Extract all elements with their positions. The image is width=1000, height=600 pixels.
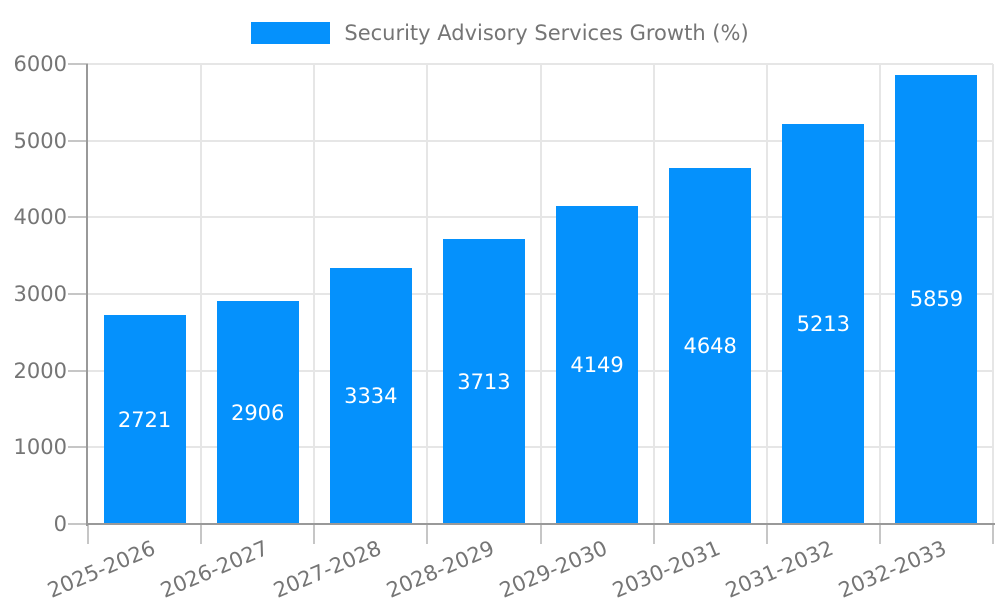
bar-2032-2033: 5859 bbox=[895, 74, 978, 524]
bar-2028-2029: 3713 bbox=[442, 239, 525, 524]
gridline-vertical bbox=[426, 64, 429, 524]
bar-value-label: 4149 bbox=[570, 352, 624, 377]
y-tick-mark bbox=[68, 369, 88, 372]
x-tick-mark bbox=[878, 524, 881, 544]
y-tick-mark bbox=[68, 523, 88, 525]
legend: Security Advisory Services Growth (%) bbox=[0, 20, 1000, 46]
y-tick-mark bbox=[68, 446, 88, 449]
bar-value-label: 4648 bbox=[683, 333, 737, 358]
y-tick-label: 2000 bbox=[13, 358, 67, 383]
x-tick-mark bbox=[200, 524, 203, 544]
y-tick-mark bbox=[68, 293, 88, 295]
gridline-vertical bbox=[765, 64, 768, 524]
gridline-vertical bbox=[878, 64, 881, 524]
bar-value-label: 3334 bbox=[344, 384, 398, 409]
gridline-vertical bbox=[652, 64, 655, 524]
bar-value-label: 5213 bbox=[796, 312, 851, 337]
bar-2026-2027: 2906 bbox=[216, 301, 299, 524]
y-axis-line bbox=[86, 64, 88, 526]
legend-swatch bbox=[251, 22, 331, 44]
gridline-vertical bbox=[992, 64, 994, 524]
x-tick-mark bbox=[313, 524, 316, 544]
bar-value-label: 2721 bbox=[117, 407, 172, 432]
bar-value-label: 5859 bbox=[909, 287, 964, 312]
x-axis-line bbox=[86, 523, 995, 525]
x-tick-mark bbox=[765, 524, 768, 544]
bar-2030-2031: 4648 bbox=[669, 167, 752, 524]
y-tick-label: 1000 bbox=[13, 435, 67, 460]
y-tick-label: 4000 bbox=[13, 205, 67, 230]
y-tick-mark bbox=[68, 216, 88, 219]
x-tick-mark bbox=[426, 524, 429, 544]
y-tick-mark bbox=[68, 63, 88, 65]
x-tick-mark bbox=[992, 524, 994, 544]
bar-2025-2026: 2721 bbox=[103, 315, 186, 524]
bar-2027-2028: 3334 bbox=[329, 268, 412, 524]
y-tick-label: 6000 bbox=[13, 52, 67, 76]
x-tick-mark bbox=[539, 524, 542, 544]
bar-value-label: 2906 bbox=[230, 400, 285, 425]
bar-2029-2030: 4149 bbox=[556, 205, 639, 524]
x-tick-mark bbox=[87, 524, 89, 544]
gridline-vertical bbox=[313, 64, 316, 524]
gridline-vertical bbox=[200, 64, 203, 524]
bar-2031-2032: 5213 bbox=[782, 124, 865, 524]
bar-value-label: 3713 bbox=[457, 369, 511, 394]
y-tick-mark bbox=[68, 139, 88, 142]
y-tick-label: 5000 bbox=[13, 128, 67, 153]
x-tick-mark bbox=[652, 524, 655, 544]
y-tick-label: 3000 bbox=[13, 282, 67, 306]
legend-label: Security Advisory Services Growth (%) bbox=[344, 21, 749, 45]
gridline-vertical bbox=[539, 64, 542, 524]
y-tick-label: 0 bbox=[53, 512, 67, 536]
